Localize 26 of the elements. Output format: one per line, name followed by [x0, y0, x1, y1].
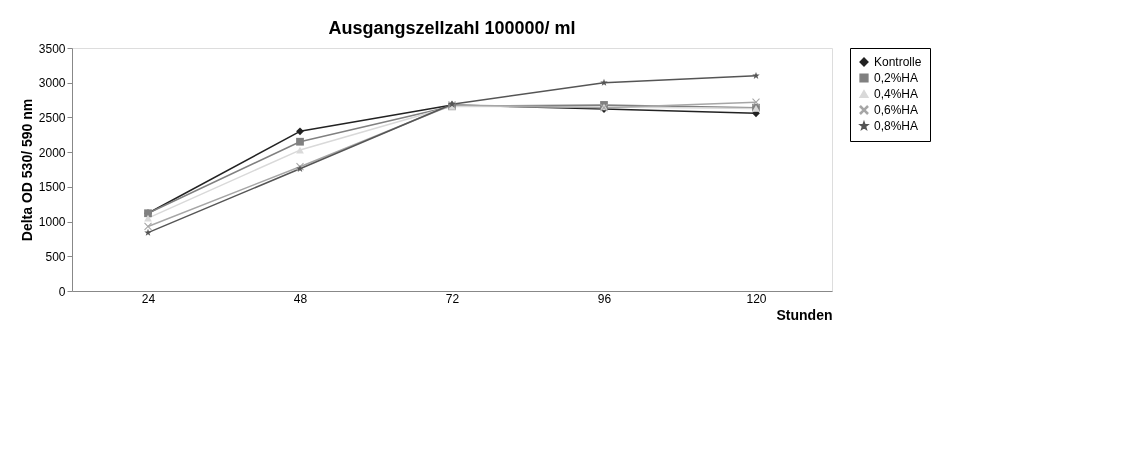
point	[600, 78, 608, 86]
y-tick-label: 2000	[38, 145, 66, 160]
legend-label: Kontrolle	[874, 55, 922, 69]
y-tick-label: 2500	[38, 110, 66, 125]
legend-label: 0,2%HA	[874, 71, 919, 85]
point	[296, 137, 304, 146]
y-tick-label: 500	[45, 249, 66, 264]
x-tick-label: 120	[746, 291, 767, 306]
point	[144, 222, 152, 231]
point	[296, 127, 304, 136]
y-tick-label: 3000	[38, 76, 66, 91]
x-axis-title: Stunden	[776, 306, 833, 323]
x-tick-label: 72	[445, 291, 460, 306]
x-tick-label: 48	[293, 291, 308, 306]
legend-label: 0,8%HA	[874, 119, 919, 133]
legend-label: 0,4%HA	[874, 87, 919, 101]
point	[144, 228, 152, 236]
y-tick-label: 0	[58, 284, 66, 299]
x-tick-label: 96	[597, 291, 612, 306]
y-tick-label: 1500	[38, 180, 66, 195]
y-tick-label: 1000	[38, 215, 66, 230]
chart-title: Ausgangszellzahl 100000/ ml	[328, 18, 576, 38]
y-axis-title: Delta OD 530/ 590 nm	[18, 98, 35, 242]
x-tick-label: 24	[141, 291, 156, 306]
legend-label: 0,6%HA	[874, 103, 919, 117]
y-tick-label: 3500	[38, 41, 66, 56]
